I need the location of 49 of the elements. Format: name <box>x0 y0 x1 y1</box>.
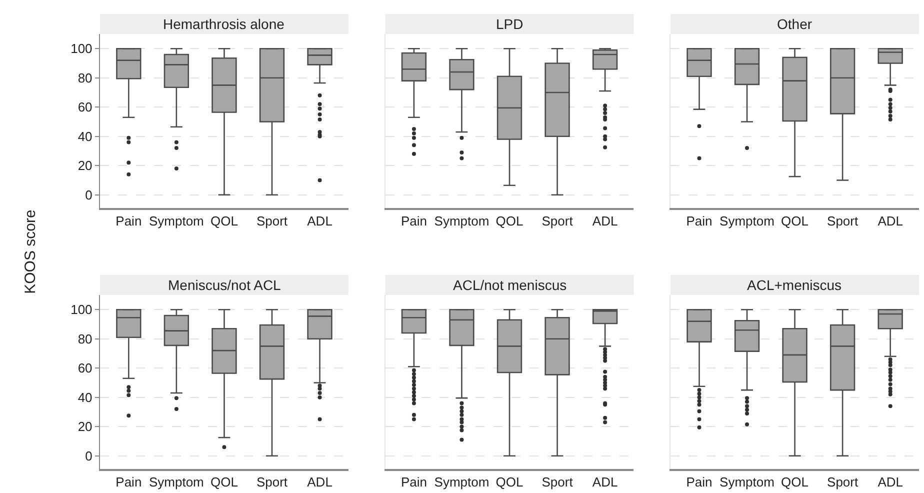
x-tick-label: QOL <box>496 213 524 228</box>
x-tick-label: ADL <box>307 474 332 490</box>
x-tick-label: Symptom <box>434 213 490 228</box>
x-tick-label: Symptom <box>434 474 490 490</box>
chart-title: Hemarthrosis alone <box>163 16 285 32</box>
x-tick-label: Pain <box>400 474 427 490</box>
x-tick-label: Sport <box>542 474 574 490</box>
x-tick-label: Sport <box>542 213 574 228</box>
x-tick-label: Symptom <box>148 474 204 490</box>
x-tick-label: ADL <box>307 213 332 228</box>
x-tick-label: QOL <box>496 474 524 490</box>
chart-title: ACL/not meniscus <box>453 277 567 293</box>
y-tick-label: 100 <box>70 302 92 318</box>
x-tick-label: Pain <box>686 474 712 490</box>
y-tick-label: 0 <box>85 448 92 464</box>
x-tick-label: QOL <box>781 474 809 490</box>
x-tick-label: Sport <box>827 213 858 228</box>
chart-title: Meniscus/not ACL <box>168 277 282 293</box>
x-tick-label: Pain <box>116 474 142 490</box>
x-tick-label: QOL <box>781 213 809 228</box>
y-tick-label: 0 <box>85 187 92 202</box>
x-tick-label: ADL <box>878 213 903 228</box>
x-tick-label: Pain <box>116 213 142 228</box>
x-tick-label: Pain <box>686 213 712 228</box>
chart-title: Other <box>777 16 812 32</box>
x-tick-label: Symptom <box>148 213 204 228</box>
x-tick-label: QOL <box>210 474 238 490</box>
y-tick-label: 80 <box>78 70 92 86</box>
y-tick-label: 80 <box>78 331 92 346</box>
x-tick-label: Sport <box>256 213 288 228</box>
x-tick-label: ADL <box>592 213 618 228</box>
x-tick-label: Sport <box>827 474 858 490</box>
y-tick-label: 100 <box>70 41 92 56</box>
x-tick-label: Pain <box>400 213 427 228</box>
y-tick-label: 40 <box>78 128 92 144</box>
x-tick-label: Symptom <box>720 213 774 228</box>
x-tick-label: Sport <box>256 474 288 490</box>
chart-title: ACL+meniscus <box>747 277 842 293</box>
y-tick-label: 40 <box>78 390 92 405</box>
y-axis-title: KOOS score <box>22 210 39 294</box>
y-tick-label: 20 <box>78 419 92 434</box>
y-tick-label: 60 <box>78 360 92 376</box>
x-tick-label: QOL <box>210 213 238 228</box>
chart-title: LPD <box>496 16 524 32</box>
y-tick-label: 20 <box>78 158 92 174</box>
x-tick-label: ADL <box>878 474 903 490</box>
y-tick-label: 60 <box>78 100 92 115</box>
x-tick-label: Symptom <box>720 474 774 490</box>
x-tick-label: ADL <box>592 474 618 490</box>
